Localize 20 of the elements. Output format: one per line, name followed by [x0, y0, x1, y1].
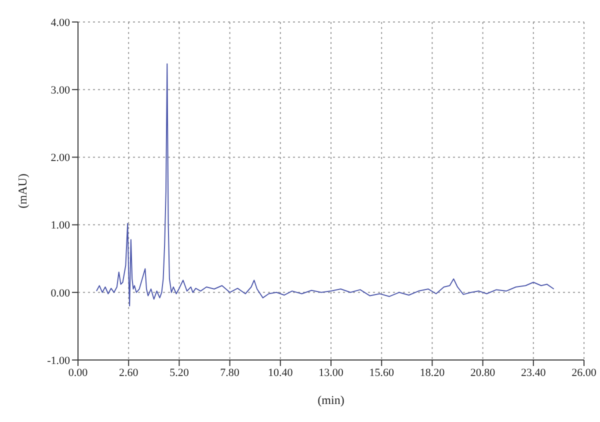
x-tick-label: 13.00 [318, 366, 344, 379]
y-tick-label: 3.00 [50, 84, 70, 97]
line-series [96, 63, 554, 306]
x-tick-label: 10.40 [268, 366, 294, 379]
x-tick-label: 20.80 [470, 366, 496, 379]
y-tick-label: 4.00 [50, 16, 70, 29]
x-tick-label: 23.40 [521, 366, 546, 379]
y-tick-label: 0.00 [50, 287, 70, 300]
x-axis-title: (min) [318, 393, 344, 407]
x-tick-label: 26.00 [572, 366, 597, 379]
x-tick-label: 18.20 [420, 366, 446, 379]
y-tick-label: 2.00 [50, 152, 70, 164]
y-tick-label: -1.00 [47, 354, 70, 367]
x-tick-label: 5.20 [170, 366, 190, 379]
y-tick-label: 1.00 [50, 220, 70, 232]
y-axis-title: (mAU) [15, 174, 30, 208]
x-tick-label: 15.60 [369, 366, 394, 379]
x-tick-label: 0.00 [68, 366, 88, 379]
x-tick-label: 2.60 [118, 366, 139, 379]
x-tick-label: 7.80 [220, 366, 240, 379]
